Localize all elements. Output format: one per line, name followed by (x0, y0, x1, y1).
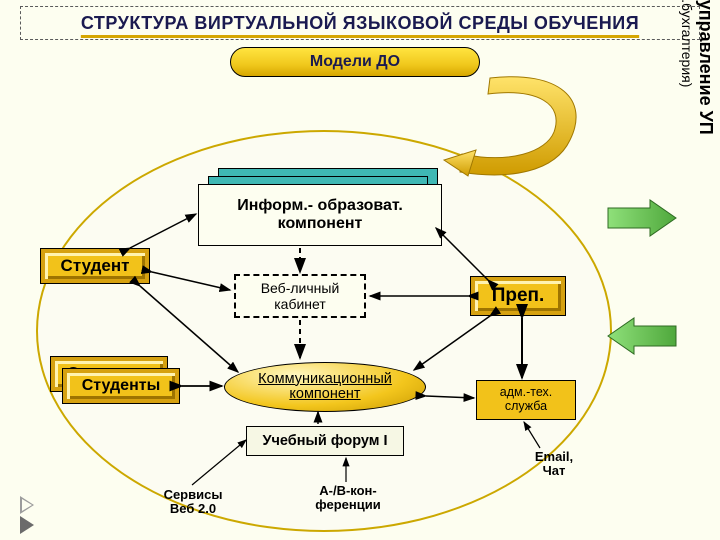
prev-slide-icon[interactable] (20, 496, 34, 514)
big-arrow-left-icon (608, 318, 676, 354)
email-line2: Чат (543, 463, 566, 478)
comm-line1: Коммуникационный (258, 371, 392, 387)
side-main: Дистанционное управление УП (696, 0, 716, 135)
models-label: Модели ДО (310, 53, 400, 71)
avconf-line1: А-/В-кон- (319, 483, 377, 498)
info-line1: Информ.- образоват. (237, 197, 403, 215)
info-component-box: Информ.- образоват. компонент (198, 184, 442, 246)
comm-component-oval: Коммуникационный компонент (224, 362, 426, 412)
avconf-line2: ференции (315, 497, 380, 512)
emailchat-label: Email, Чат (514, 450, 594, 479)
students-label: Студенты (82, 377, 161, 395)
web20-label: Сервисы Веб 2.0 (148, 488, 238, 517)
side-sub: (эл.деканат, эл.бухгалтерия) (679, 0, 695, 160)
student-label: Студент (61, 256, 130, 276)
avconf-label: А-/В-кон- ференции (298, 484, 398, 513)
teacher-label: Преп. (492, 285, 545, 307)
next-slide-icon[interactable] (20, 516, 34, 534)
title-text: СТРУКТУРА ВИРТУАЛЬНОЙ ЯЗЫКОВОЙ СРЕДЫ ОБУ… (81, 13, 639, 34)
web-cabinet-box: Веб-личный кабинет (234, 274, 366, 318)
web-cab-line2: кабинет (274, 296, 326, 312)
admtech-line2: служба (505, 399, 547, 413)
diagram-title: СТРУКТУРА ВИРТУАЛЬНОЙ ЯЗЫКОВОЙ СРЕДЫ ОБУ… (20, 6, 700, 40)
web20-line1: Сервисы (164, 487, 223, 502)
admtech-line1: адм.-тех. (500, 385, 552, 399)
info-line2: компонент (278, 215, 363, 233)
email-line1: Email, (535, 449, 573, 464)
web-cab-line1: Веб-личный (261, 280, 340, 296)
side-management-label: Дистанционное управление УП (эл.деканат,… (679, 0, 716, 160)
forum-box: Учебный форум I (246, 426, 404, 456)
comm-line2: компонент (289, 386, 360, 402)
students-box-front: Студенты (62, 368, 180, 404)
forum-label: Учебный форум I (262, 433, 387, 449)
web20-line2: Веб 2.0 (170, 501, 216, 516)
adm-tech-box: адм.-тех. служба (476, 380, 576, 420)
student-box: Студент (40, 248, 150, 284)
big-arrow-right-icon (608, 200, 676, 236)
teacher-box: Преп. (470, 276, 566, 316)
